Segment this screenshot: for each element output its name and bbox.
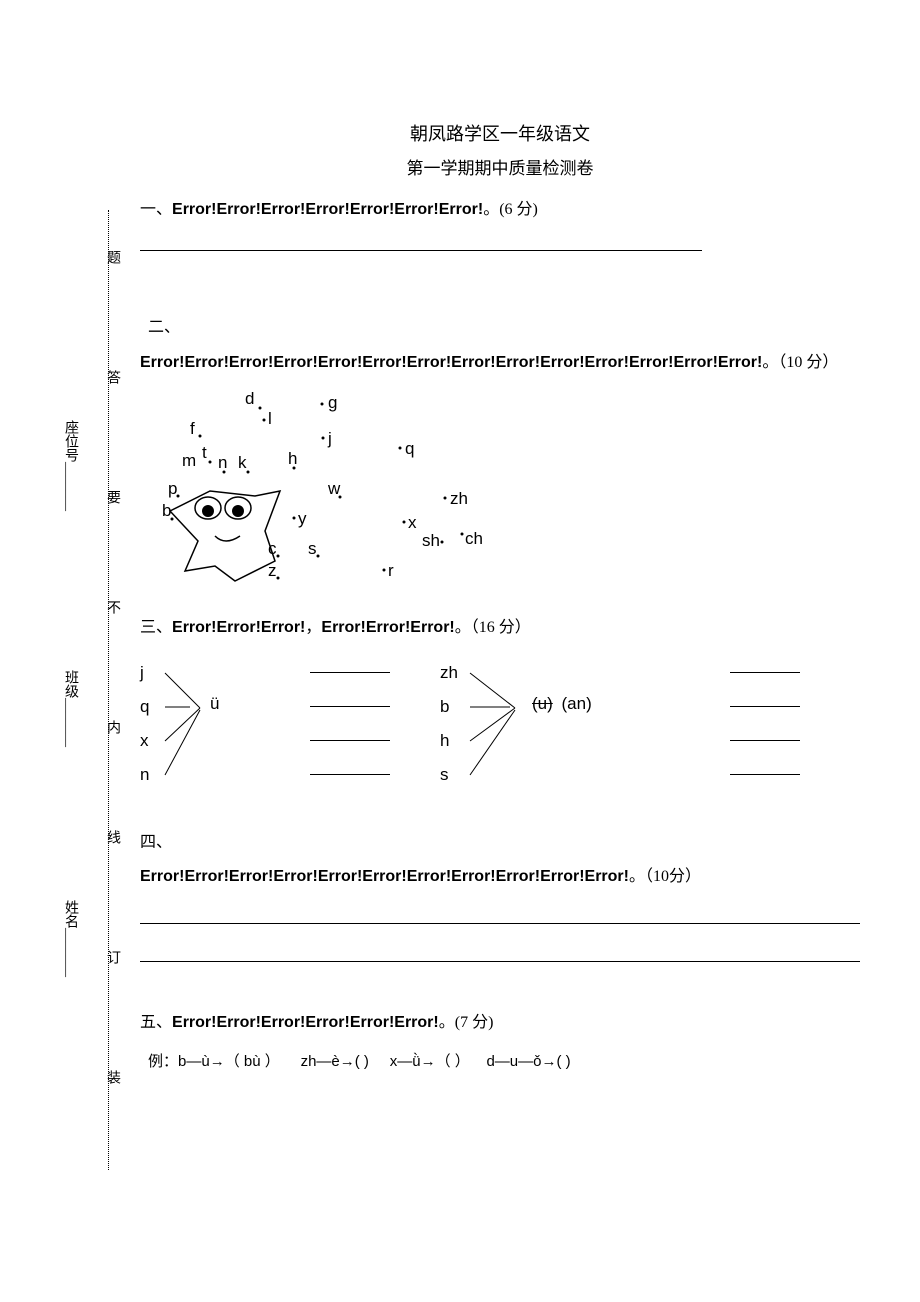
section-1-num: 一、 — [140, 201, 172, 218]
svg-text:y: y — [298, 509, 307, 528]
svg-text:j: j — [327, 429, 332, 448]
section-2-num: 二、 — [148, 319, 180, 336]
page-content: 朝凤路学区一年级语文 第一学期期中质量检测卷 一、Error!Error!Err… — [0, 0, 920, 1117]
svg-text:h: h — [288, 449, 297, 468]
section-2-body: Error!Error!Error!Error!Error!Error!Erro… — [140, 348, 860, 378]
ex3-left-j: j — [140, 663, 170, 683]
section-3: 三、Error!Error!Error!，Error!Error!Error!。… — [140, 613, 860, 643]
section-4-num: 四、 — [140, 834, 172, 851]
ex5-item-2[interactable]: x—ǜ→（ ） — [390, 1053, 470, 1070]
exercise-3: j zh q ü b (u) (an) — [140, 656, 860, 796]
svg-text:g: g — [328, 393, 337, 412]
section-5: 五、Error!Error!Error!Error!Error!Error!。(… — [140, 1008, 860, 1038]
section-3-num: 三、 — [140, 619, 172, 636]
svg-text:c: c — [268, 539, 277, 558]
section-4-text: Error!Error!Error!Error!Error!Error!Erro… — [140, 868, 629, 885]
section-3-comma: ， — [305, 619, 321, 636]
ex3-blank[interactable] — [730, 774, 800, 775]
ex3-right-mid: (an) — [562, 694, 592, 713]
svg-text:r: r — [388, 561, 394, 580]
section-1-text: Error!Error!Error!Error!Error!Error!Erro… — [172, 201, 483, 218]
ex3-blank[interactable] — [310, 740, 390, 741]
ex3-right-struck: (u) — [532, 694, 553, 713]
section-4-blank-1[interactable] — [140, 900, 860, 924]
section-4-suffix: 。（10分） — [629, 868, 701, 885]
section-4-blank-2[interactable] — [140, 938, 860, 962]
page-subtitle: 第一学期期中质量检测卷 — [140, 154, 860, 179]
section-1-suffix: 。(6 分) — [483, 201, 538, 218]
svg-text:w: w — [327, 479, 341, 498]
section-5-num: 五、 — [140, 1014, 172, 1031]
ex3-left-q: q — [140, 697, 170, 717]
ex3-right-zh: zh — [440, 663, 480, 683]
svg-text:sh: sh — [422, 531, 440, 550]
svg-text:n: n — [218, 453, 227, 472]
section-1-blank[interactable] — [140, 231, 702, 251]
ex5-item-1[interactable]: zh—è→( ) — [301, 1053, 369, 1070]
ex3-blank[interactable] — [310, 706, 390, 707]
svg-text:b: b — [162, 501, 171, 520]
section-2-text: Error!Error!Error!Error!Error!Error!Erro… — [140, 354, 762, 371]
section-5-text: Error!Error!Error!Error!Error!Error! — [172, 1014, 439, 1031]
ex3-blank[interactable] — [730, 706, 800, 707]
svg-text:x: x — [408, 513, 417, 532]
svg-text:m: m — [182, 451, 196, 470]
section-2: 二、 — [140, 313, 860, 343]
ex3-right-h: h — [440, 731, 480, 751]
ex3-right-b: b — [440, 697, 480, 717]
svg-text:p: p — [168, 479, 177, 498]
svg-text:q: q — [405, 439, 414, 458]
svg-text:t: t — [202, 443, 207, 462]
svg-text:s: s — [308, 539, 317, 558]
svg-text:zh: zh — [450, 489, 468, 508]
section-3-suffix: 。（16 分） — [455, 619, 531, 636]
section-3-text2: Error!Error!Error! — [321, 619, 454, 636]
ex3-blank[interactable] — [730, 740, 800, 741]
svg-text:k: k — [238, 453, 247, 472]
svg-text:ch: ch — [465, 529, 483, 548]
section-4-body: Error!Error!Error!Error!Error!Error!Erro… — [140, 862, 860, 892]
ex3-blank[interactable] — [310, 774, 390, 775]
ex3-left-x: x — [140, 731, 170, 751]
section-3-text1: Error!Error!Error! — [172, 619, 305, 636]
ex5-item-0: b—ù→（ bù ） — [178, 1053, 280, 1070]
page-title: 朝凤路学区一年级语文 — [140, 120, 860, 146]
svg-text:d: d — [245, 389, 254, 408]
section-5-suffix: 。(7 分) — [439, 1014, 494, 1031]
ex3-blank[interactable] — [310, 672, 390, 673]
svg-text:z: z — [268, 561, 277, 580]
ex5-item-3[interactable]: d—u—ǒ→( ) — [486, 1053, 570, 1070]
exercise-5: 例：b—ù→（ bù ） zh—è→( ) x—ǜ→（ ） d—u—ǒ→( ) — [140, 1047, 860, 1077]
ex5-example-label: 例： — [148, 1054, 178, 1070]
ex3-right-s: s — [440, 765, 480, 785]
svg-text:f: f — [190, 419, 195, 438]
ex3-left-target: ü — [210, 694, 219, 713]
svg-text:l: l — [268, 409, 272, 428]
exercise-2-diagram: d g f l j m t n k h q p w b y zh x sh ch… — [160, 386, 860, 601]
ex3-left-n: n — [140, 765, 170, 785]
section-2-suffix: 。（10 分） — [762, 354, 838, 371]
ex3-blank[interactable] — [730, 672, 800, 673]
section-1: 一、Error!Error!Error!Error!Error!Error!Er… — [140, 195, 860, 225]
section-4: 四、 — [140, 828, 860, 858]
